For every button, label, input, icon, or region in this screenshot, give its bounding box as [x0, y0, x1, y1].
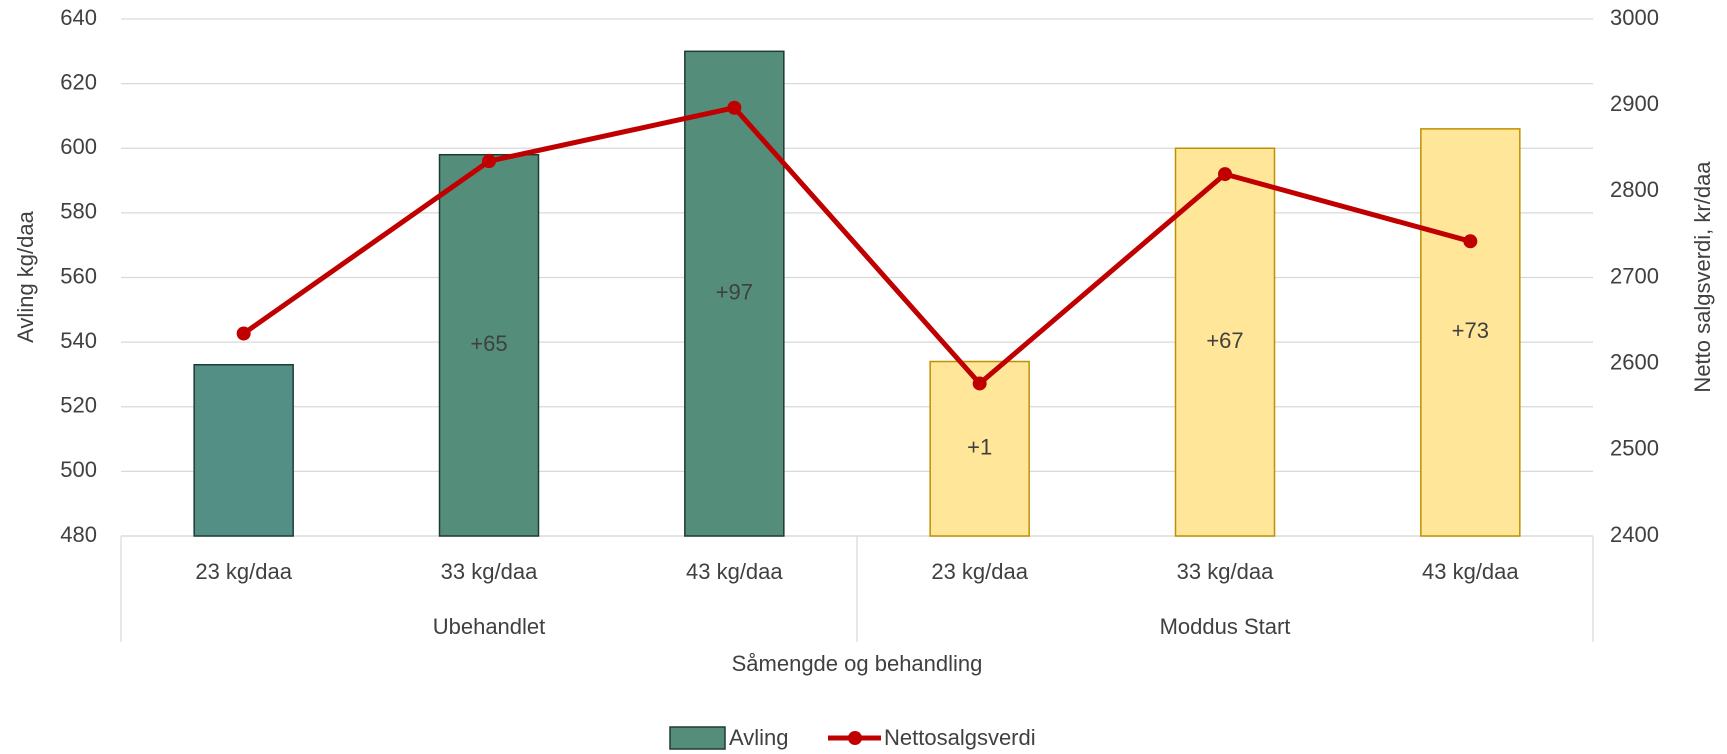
y2-axis-title: Netto salgsverdi, kr/daa	[1690, 161, 1715, 393]
y-tick-label: 520	[60, 393, 97, 418]
y-axis-title: Avling kg/daa	[13, 210, 38, 342]
x-tick-label: 43 kg/daa	[1422, 559, 1519, 584]
legend-label: Nettosalgsverdi	[884, 725, 1036, 750]
line-marker	[972, 376, 987, 391]
bar-label: +73	[1452, 318, 1489, 343]
x-tick-label: 33 kg/daa	[1177, 559, 1274, 584]
bar	[1174, 147, 1276, 537]
legend-swatch	[669, 726, 726, 750]
legend-marker	[848, 731, 862, 745]
y2-tick-label: 2400	[1610, 522, 1659, 547]
y-tick-label: 600	[60, 134, 97, 159]
y-tick-label: 500	[60, 457, 97, 482]
line-marker	[236, 326, 251, 341]
bar-label: +67	[1206, 328, 1243, 353]
x-tick-label: 43 kg/daa	[686, 559, 783, 584]
bar	[438, 153, 540, 537]
bar	[193, 363, 294, 537]
y-tick-label: 580	[60, 199, 97, 224]
group-label: Ubehandlet	[433, 614, 546, 639]
y-tick-label: 540	[60, 328, 97, 353]
legend-label: Avling	[729, 725, 789, 750]
y-tick-label: 480	[60, 522, 97, 547]
bar-label: +97	[716, 279, 753, 304]
y-tick-label: 560	[60, 263, 97, 288]
y-tick-label: 620	[60, 69, 97, 94]
bar	[684, 50, 785, 537]
group-label: Moddus Start	[1160, 614, 1291, 639]
bar	[929, 360, 1030, 537]
line-marker	[727, 100, 742, 115]
y2-tick-label: 3000	[1610, 5, 1659, 30]
y2-tick-label: 2600	[1610, 349, 1659, 374]
bar-label: +65	[470, 331, 507, 356]
line-marker	[1463, 234, 1478, 249]
x-tick-label: 23 kg/daa	[931, 559, 1028, 584]
line-marker	[1218, 167, 1232, 182]
line-marker	[482, 154, 496, 169]
line	[242, 105, 1471, 386]
y2-tick-label: 2500	[1610, 436, 1659, 461]
y-tick-label: 640	[60, 5, 97, 30]
x-tick-label: 33 kg/daa	[441, 559, 538, 584]
x-axis-title: Såmengde og behandling	[732, 651, 983, 676]
y2-tick-label: 2800	[1610, 177, 1659, 202]
bar	[1420, 128, 1521, 537]
x-tick-label: 23 kg/daa	[195, 559, 292, 584]
y2-tick-label: 2900	[1610, 91, 1659, 116]
bar-label: +1	[967, 435, 992, 460]
y2-tick-label: 2700	[1610, 263, 1659, 288]
